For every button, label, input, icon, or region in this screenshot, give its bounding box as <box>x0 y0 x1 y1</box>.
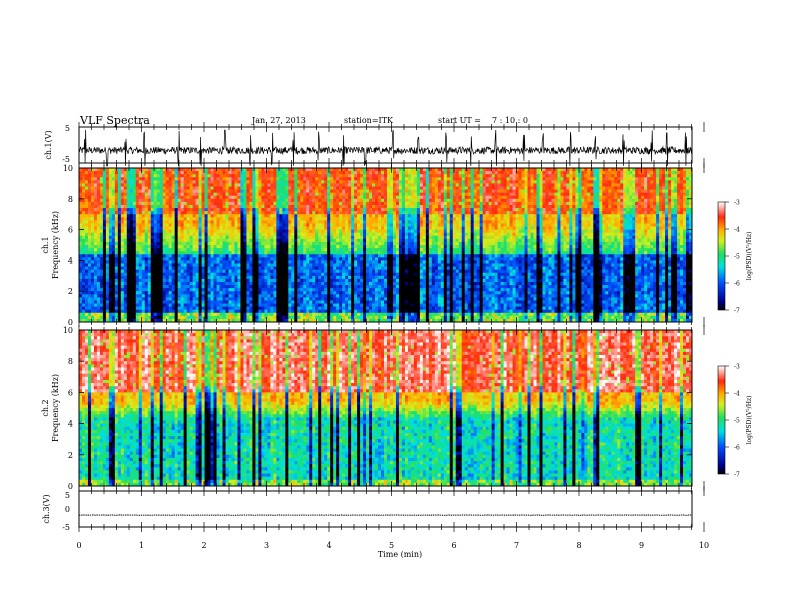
time-tick-label-6: 6 <box>451 541 456 550</box>
ch1-colorbar <box>717 201 726 311</box>
ch2-cbar-label--4: -4 <box>734 391 740 398</box>
ch2-spec-ylabel-freq: Frequency (kHz) <box>51 374 60 442</box>
figure-title: VLF Spectra <box>79 114 150 127</box>
ch2-spec-ytick-0: 0 <box>68 482 73 491</box>
ch3-ytick-5: 5 <box>65 491 70 500</box>
start-ut-value: 7 : 10 : 0 <box>492 116 528 125</box>
ch2-spec-ytick-8: 8 <box>68 357 73 366</box>
ch2-spec-ytick-6: 6 <box>68 388 73 397</box>
ch1-spec-ytick-2: 2 <box>68 287 73 296</box>
ch1-spec-ytick-10: 10 <box>63 164 73 173</box>
ch1-spec-ytick-0: 0 <box>68 318 73 327</box>
ch1-spec-xticks <box>78 163 705 327</box>
ch1-spec-ylabel-freq: Frequency (kHz) <box>51 211 60 279</box>
ch3-ylabel: ch.3(V) <box>42 494 51 523</box>
ch1-cbar-label--6: -6 <box>734 281 740 288</box>
ch1-waveform-panel: ch.1(V) 5 -5 <box>44 122 705 168</box>
ch1-cbar-label--4: -4 <box>734 227 740 234</box>
ch1-cbar-label--3: -3 <box>734 200 740 207</box>
ch1-spec-ytick-4: 4 <box>68 256 73 265</box>
ch1-spec-ytick-8: 8 <box>68 195 73 204</box>
time-tick-label-2: 2 <box>201 541 206 550</box>
ch2-spec-ytick-10: 10 <box>63 326 73 335</box>
ch1-spectrogram-image <box>79 168 693 323</box>
time-tick-label-8: 8 <box>576 541 581 550</box>
time-tick-label-4: 4 <box>326 541 331 550</box>
ch1-waveform-trace <box>78 129 693 167</box>
ch1-spec-ytick-6: 6 <box>68 226 73 235</box>
time-tick-label-1: 1 <box>139 541 144 550</box>
ch2-spec-ytick-2: 2 <box>68 451 73 460</box>
ch1-spec-yticks: 0 2 4 6 8 10 <box>63 164 692 327</box>
time-axis-label: Time (min) <box>378 550 422 559</box>
ch1-ylabel: ch.1(V) <box>44 130 53 159</box>
ch1-ytick-neg5: -5 <box>62 155 70 164</box>
ch2-spec-yticks: 0 2 4 6 8 10 <box>63 326 692 491</box>
time-tick-label-0: 0 <box>76 541 81 550</box>
time-tick-label-5: 5 <box>389 541 394 550</box>
start-ut-label: start UT = <box>438 116 481 125</box>
ch2-cbar-label--6: -6 <box>734 445 740 452</box>
ch1-cbar-label--7: -7 <box>734 308 740 315</box>
ch2-colorbar <box>717 365 726 475</box>
station-label: station=ITK <box>344 116 394 125</box>
ch3-waveform-panel: ch.3(V) 5 0 -5 0 1 2 3 4 5 6 7 8 9 10 Time (min) <box>42 486 709 559</box>
ch2-colorbar-label: log(PSD)(V²/Hz) <box>746 396 753 445</box>
ch2-cbar-label--7: -7 <box>734 472 740 479</box>
time-tick-label-10: 10 <box>699 541 709 550</box>
ch3-waveform-ticks <box>78 486 705 532</box>
date-label: Jan. 27, 2013 <box>251 116 306 125</box>
ch1-colorbar-ticks: -3 -4 -5 -6 -7 <box>725 200 740 315</box>
ch1-colorbar-label: log(PSD)(V²/Hz) <box>746 232 753 281</box>
ch2-spectrogram-image <box>79 330 693 487</box>
ch2-colorbar-ticks: -3 -4 -5 -6 -7 <box>725 364 740 479</box>
ch2-spec-ylabel-ch: ch.2 <box>41 399 50 416</box>
ch2-cbar-label--5: -5 <box>734 418 740 425</box>
ch2-cbar-label--3: -3 <box>734 364 740 371</box>
ch2-spec-ytick-4: 4 <box>68 420 73 429</box>
ch1-ytick-5: 5 <box>65 124 70 133</box>
time-axis-tick-labels: 0 1 2 3 4 5 6 7 8 9 10 <box>76 541 709 550</box>
ch1-spec-ylabel-ch: ch.1 <box>41 236 50 253</box>
ch1-cbar-label--5: -5 <box>734 254 740 261</box>
time-tick-label-9: 9 <box>639 541 644 550</box>
ch3-ytick-neg5: -5 <box>62 523 70 532</box>
time-tick-label-7: 7 <box>514 541 519 550</box>
time-tick-label-3: 3 <box>264 541 269 550</box>
ch3-ytick-0: 0 <box>65 505 70 514</box>
